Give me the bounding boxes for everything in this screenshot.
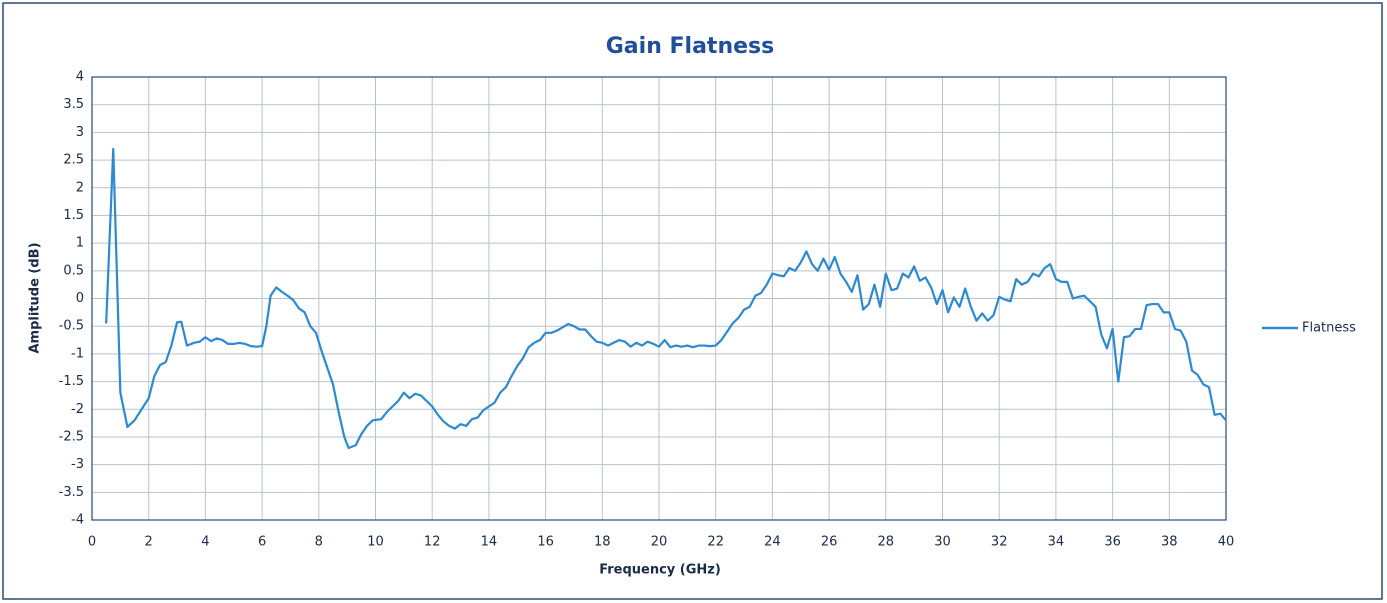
x-tick-label: 12: [424, 535, 441, 550]
y-tick-label: 4: [76, 70, 84, 85]
legend-label: Flatness: [1302, 321, 1356, 336]
x-tick-label: 24: [764, 535, 781, 550]
x-tick-label: 8: [315, 535, 323, 550]
y-tick-label: 3: [76, 125, 84, 140]
x-tick-label: 10: [367, 535, 384, 550]
x-tick-label: 26: [821, 535, 838, 550]
data-line: [105, 147, 1227, 450]
y-tick-label: 2.5: [63, 153, 84, 168]
x-tick-label: 18: [594, 535, 611, 550]
y-tick-label: 0.5: [63, 263, 84, 278]
x-tick-label: 22: [707, 535, 724, 550]
x-tick-label: 38: [1161, 535, 1178, 550]
y-tick-label: -3.5: [59, 485, 84, 500]
x-tick-label: 16: [537, 535, 554, 550]
x-tick-label: 34: [1048, 535, 1065, 550]
chart-title: Gain Flatness: [606, 34, 774, 59]
x-tick-label: 4: [201, 535, 209, 550]
x-tick-label: 30: [934, 535, 951, 550]
x-tick-label: 0: [88, 535, 96, 550]
y-tick-label: 3.5: [63, 97, 84, 112]
y-tick-label: -1.5: [59, 374, 84, 389]
y-tick-label: -2: [71, 402, 84, 417]
x-axis-label: Frequency (GHz): [599, 563, 721, 578]
y-tick-label: 1: [76, 236, 84, 251]
plot-border: [91, 76, 1227, 521]
x-tick-label: 36: [1104, 535, 1121, 550]
x-tick-label: 6: [258, 535, 266, 550]
y-tick-label: 1.5: [63, 208, 84, 223]
x-tick-label: 40: [1218, 535, 1235, 550]
y-tick-label: -4: [71, 513, 84, 528]
y-tick-label: -1: [71, 346, 84, 361]
y-tick-label: -0.5: [59, 319, 84, 334]
y-tick-label: -2.5: [59, 429, 84, 444]
y-tick-label: -3: [71, 457, 84, 472]
y-axis-label: Amplitude (dB): [28, 242, 43, 353]
x-tick-label: 32: [991, 535, 1008, 550]
x-tick-label: 28: [878, 535, 895, 550]
y-tick-label: 2: [76, 180, 84, 195]
x-tick-label: 14: [481, 535, 498, 550]
x-tick-label: 2: [145, 535, 153, 550]
x-tick-label: 20: [651, 535, 668, 550]
y-tick-label: 0: [76, 291, 84, 306]
